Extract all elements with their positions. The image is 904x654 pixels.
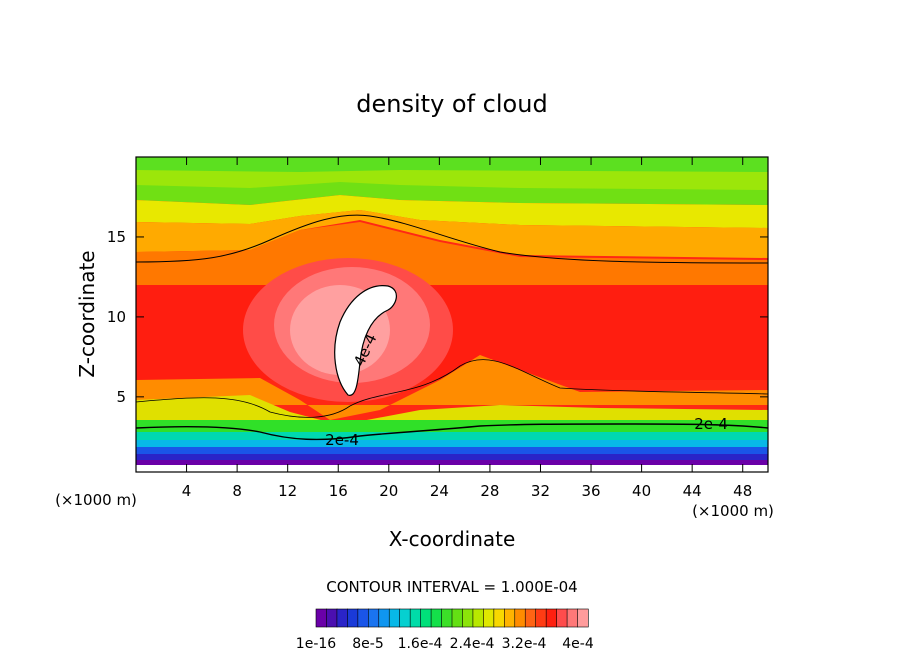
colorbar-swatch [378,608,390,628]
colorbar-swatch [524,608,537,628]
band-low-purple [136,460,768,465]
y-axis-label: Z-coordinate [75,250,99,377]
band-ground [136,465,768,472]
colorbar-swatch [535,608,547,628]
colorbar-swatch [336,608,348,628]
colorbar [315,608,589,628]
colorbar-swatch [357,608,369,628]
contour-label-1: 2e-4 [325,431,359,449]
colorbar-swatch [556,608,568,628]
colorbar-tick-label: 1.6e-4 [398,636,443,652]
colorbar-swatch [388,608,401,628]
x-unit-left: (×1000 m) [55,491,137,509]
colorbar-swatch [514,608,526,628]
chart-title: density of cloud [356,90,547,118]
contour-2e-4 [136,423,768,441]
x-unit-right: (×1000 m) [692,502,774,520]
colorbar-swatch [399,608,411,628]
contour-lines [136,214,768,441]
x-tick-label: 28 [480,482,499,500]
colorbar-swatch [451,608,464,628]
band-orange [136,210,768,258]
y-tick-label: 10 [107,308,126,326]
colorbar-swatch [472,608,484,628]
contour-interval-note: CONTOUR INTERVAL = 1.000E-04 [326,578,577,596]
colorbar-swatch [409,608,422,628]
x-tick-label: 20 [379,482,398,500]
colorbar-swatch [420,608,432,628]
field-bands [136,157,768,472]
x-tick-label: 44 [683,482,702,500]
plot-area [136,157,768,472]
x-tick-label: 48 [733,482,752,500]
x-axis-label: X-coordinate [389,527,516,551]
band-low-cyan [136,440,768,447]
x-tick-label: 16 [329,482,348,500]
contour-4e-4 [334,285,397,396]
colorbar-swatch [430,608,443,628]
colorbar-tick-label: 1e-16 [296,636,336,652]
colorbar-tick-label: 8e-5 [352,636,383,652]
colorbar-swatch [368,608,380,628]
band-yellow [136,195,768,228]
colorbar-swatch [326,608,338,628]
x-tick-label: 4 [182,482,192,500]
x-tick-label: 32 [531,482,550,500]
y-tick-label: 15 [107,228,126,246]
colorbar-swatch [441,608,453,628]
colorbar-tick-label: 4e-4 [562,636,594,652]
contour-upper [136,214,768,264]
colorbar-swatch [493,608,505,628]
band-low-blue [136,447,768,454]
x-tick-label: 40 [632,482,651,500]
x-tick-label: 12 [278,482,297,500]
band-low-navy [136,454,768,460]
colorbar-tick-label: 3.2e-4 [502,636,547,652]
plot-frame [135,156,769,473]
colorbar-swatch [577,608,589,628]
band-low-orange [136,355,768,420]
y-tick-label: 5 [116,388,126,406]
colorbar-swatch [462,608,474,628]
x-tick-label: 36 [581,482,600,500]
colorbar-swatch [347,608,359,628]
x-tick-label: 8 [232,482,242,500]
colorbar-swatch [483,608,495,628]
y-axis: 5 10 15 [107,228,768,406]
band-top-bright [136,157,768,172]
colorbar-tick-labels: 1e-16 8e-5 1.6e-4 2.4e-4 3.2e-4 4e-4 [296,636,594,652]
colorbar-swatch [315,608,328,628]
contour-lower [136,359,768,418]
x-axis: 4 8 12 16 20 24 28 32 36 40 44 48 [182,157,752,500]
colorbar-swatch [504,608,516,628]
colorbar-swatch [566,608,579,628]
max-density-region [334,285,397,396]
band-low-teal [136,432,768,440]
colorbar-tick-label: 2.4e-4 [450,636,495,652]
contour-label-2: 2e-4 [694,415,728,433]
band-low-green [136,420,768,432]
x-tick-label: 24 [430,482,449,500]
colorbar-swatch [545,608,558,628]
band-low-yellow [136,395,768,425]
